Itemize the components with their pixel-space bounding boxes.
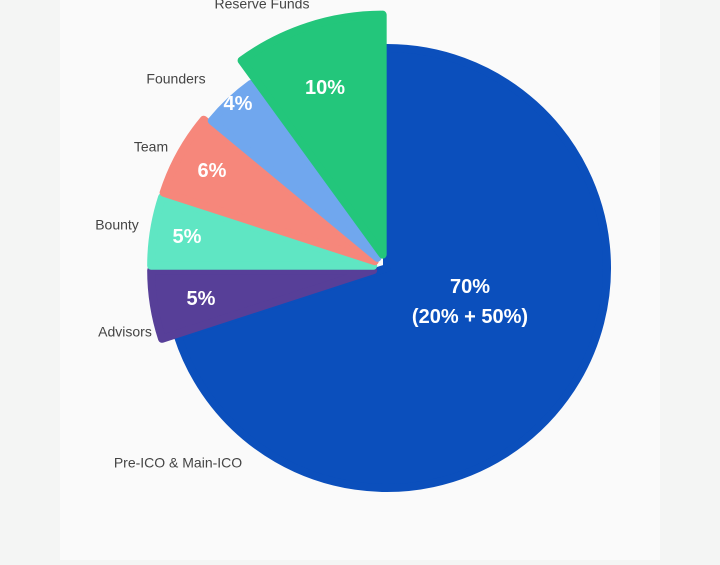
pie-slice [159,115,379,266]
value-label: 4% [224,93,253,115]
value-label-line: 70% [450,276,490,298]
value-label: 10% [305,77,345,99]
category-label: Pre-ICO & Main-ICO [114,455,242,471]
pie-slice [147,266,378,343]
pie-slice [237,10,387,259]
value-label-line: 6% [198,160,227,182]
category-label: Founders [146,71,205,87]
value-label-line: 10% [305,77,345,99]
category-label: Bounty [95,217,139,233]
pie-slice [173,44,611,492]
category-label: Advisors [98,324,152,340]
value-label: 5% [187,288,216,310]
category-label: Reserve Funds [215,0,310,12]
pie-slice [207,79,382,262]
value-label-line: 5% [187,288,216,310]
value-label-line: (20% + 50%) [412,306,528,328]
pie-slice [147,193,378,270]
value-label-line: 5% [173,226,202,248]
value-label-line: 4% [224,93,253,115]
value-label: 6% [198,160,227,182]
value-label: 5% [173,226,202,248]
category-label: Team [134,139,168,155]
value-label: 70% (20% + 50%) [412,276,528,328]
